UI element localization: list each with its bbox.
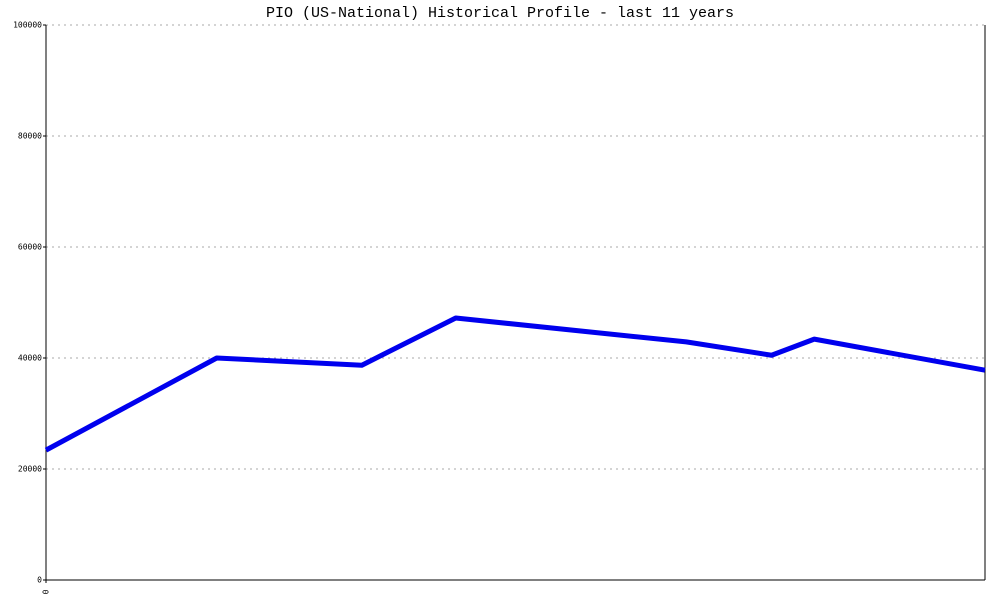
x-tick-label: 0 xyxy=(42,589,51,594)
y-tick-label: 40000 xyxy=(18,354,42,363)
data-line xyxy=(44,315,986,453)
y-tick-label: 100000 xyxy=(13,21,42,30)
y-tick-label: 0 xyxy=(37,576,42,585)
chart-title: PIO (US-National) Historical Profile - l… xyxy=(266,5,734,22)
y-tick-label: 80000 xyxy=(18,132,42,141)
y-tick-label: 20000 xyxy=(18,465,42,474)
y-tick-label: 60000 xyxy=(18,243,42,252)
